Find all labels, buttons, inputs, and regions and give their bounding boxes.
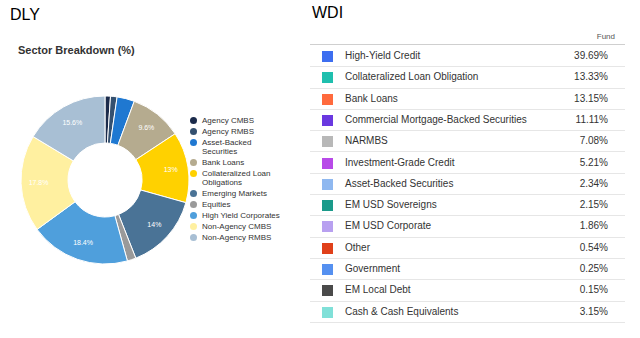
html-text:EM Local Debt: EM Local Debt — [345, 284, 411, 296]
html-text:Non-Agency CMBS: Non-Agency CMBS — [202, 222, 272, 231]
html-text:Bank Loans: Bank Loans — [202, 158, 245, 167]
html-text:Sector Breakdown (%): Sector Breakdown (%) — [18, 44, 135, 56]
html-text:High Yield Corporates: High Yield Corporates — [202, 211, 280, 220]
html-text:Collateralized Loan Obligation: Collateralized Loan Obligation — [345, 71, 479, 83]
svg-text:18.4%: 18.4% — [73, 239, 93, 246]
html-text:Collateralized Loan Obligation: Collateralized Loan Obligations — [202, 169, 271, 187]
html-text:Fund: Fund — [596, 32, 615, 41]
svg-text:14%: 14% — [147, 221, 161, 228]
svg-text:17.8%: 17.8% — [29, 179, 49, 186]
html-text:1.86%: 1.86% — [579, 220, 608, 232]
html-text:13.33%: 13.33% — [574, 71, 608, 83]
html-text:Investment-Grade Credit: Investment-Grade Credit — [345, 156, 455, 168]
html-text:2.15%: 2.15% — [579, 199, 608, 211]
svg-text:13%: 13% — [164, 166, 178, 173]
html-text:5.21%: 5.21% — [579, 156, 608, 168]
svg-text:15.6%: 15.6% — [62, 119, 82, 126]
html-text:NARMBS: NARMBS — [345, 135, 388, 147]
html-text:Bank Loans: Bank Loans — [345, 92, 398, 104]
html-text:3.15%: 3.15% — [579, 305, 608, 317]
html-text:13.15%: 13.15% — [574, 92, 608, 104]
html-text:Other: Other — [345, 241, 370, 253]
html-text:Agency RMBS: Agency RMBS — [202, 127, 254, 136]
html-text:Cash & Cash Equivalents: Cash & Cash Equivalents — [345, 305, 459, 317]
svg-text:9.6%: 9.6% — [138, 124, 154, 131]
html-text:Emerging Markets: Emerging Markets — [202, 189, 267, 198]
html-text:Non-Agency RMBS: Non-Agency RMBS — [202, 233, 272, 242]
html-text:EM USD Corporate: EM USD Corporate — [345, 220, 432, 232]
html-text:WDI: WDI — [312, 4, 344, 21]
html-text:Government: Government — [345, 263, 400, 274]
html-text:2.34%: 2.34% — [579, 177, 608, 189]
html-text:39.69%: 39.69% — [574, 50, 608, 61]
html-text:Asset-Backed Securities: Asset-Backed Securities — [202, 138, 252, 156]
html-text:DLY: DLY — [10, 6, 40, 23]
html-text:0.54%: 0.54% — [579, 241, 608, 253]
html-text:Asset-Backed Securities: Asset-Backed Securities — [345, 177, 454, 189]
html-text:Commercial Mortgage-Backed Sec: Commercial Mortgage-Backed Securities — [345, 113, 527, 125]
html-text:7.08%: 7.08% — [579, 135, 608, 147]
html-text:0.25%: 0.25% — [579, 263, 608, 274]
html-text:11.11%: 11.11% — [575, 113, 608, 125]
html-text:0.15%: 0.15% — [579, 284, 608, 296]
html-text:High-Yield Credit: High-Yield Credit — [345, 50, 421, 61]
html-text:Agency CMBS: Agency CMBS — [202, 116, 254, 125]
html-text:Equities: Equities — [202, 200, 231, 209]
html-text:EM USD Sovereigns: EM USD Sovereigns — [345, 199, 437, 211]
